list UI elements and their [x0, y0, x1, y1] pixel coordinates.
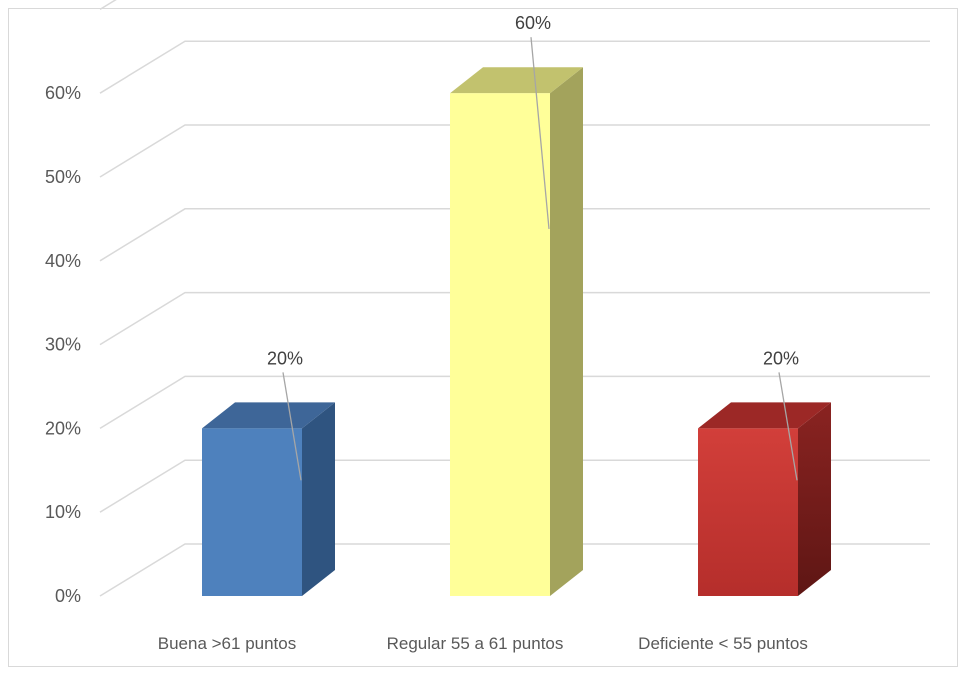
bar [698, 402, 831, 596]
y-tick-label: 40% [45, 251, 81, 271]
bar-front-face [698, 428, 798, 596]
bar-top-face [698, 402, 831, 429]
y-axis-tick-labels: 0% 10% 20% 30% 40% 50% 60% [45, 83, 81, 606]
data-label-leader-line [282, 372, 302, 481]
y-tick-label: 0% [55, 586, 81, 606]
gridlines [99, 0, 930, 597]
gridline [99, 375, 930, 430]
data-label-leader-line [530, 37, 550, 229]
y-tick-label: 60% [45, 83, 81, 103]
bar-top-face [450, 67, 583, 94]
gridline [99, 40, 930, 94]
y-tick-label: 20% [45, 418, 81, 438]
data-label: 60% [515, 13, 551, 33]
bar-side-face [550, 67, 583, 596]
gridline [99, 291, 930, 346]
bars [202, 67, 831, 596]
bar-top-face [202, 402, 335, 429]
y-tick-label: 10% [45, 502, 81, 522]
gridline [99, 0, 117, 11]
x-axis-category-labels: Buena >61 puntos Regular 55 a 61 puntos De… [158, 634, 808, 653]
bar-front-face [202, 428, 302, 596]
gridline [99, 208, 930, 262]
gridline [99, 124, 930, 178]
bar-front-face [450, 93, 550, 596]
bar-side-face [798, 402, 831, 596]
x-category-label: Buena >61 puntos [158, 634, 296, 653]
data-label: 20% [763, 348, 799, 368]
bar [450, 67, 583, 596]
bar-side-face [302, 402, 335, 596]
y-tick-label: 50% [45, 167, 81, 187]
data-label-leader-line [778, 372, 798, 481]
gridline [99, 543, 930, 597]
x-category-label: Regular 55 a 61 puntos [387, 634, 564, 653]
gridline [99, 459, 930, 513]
bar [202, 402, 335, 596]
data-label: 20% [267, 348, 303, 368]
x-category-label: Deficiente < 55 puntos [638, 634, 808, 653]
data-labels: 20% 60% 20% [267, 13, 799, 481]
y-tick-label: 30% [45, 335, 81, 355]
